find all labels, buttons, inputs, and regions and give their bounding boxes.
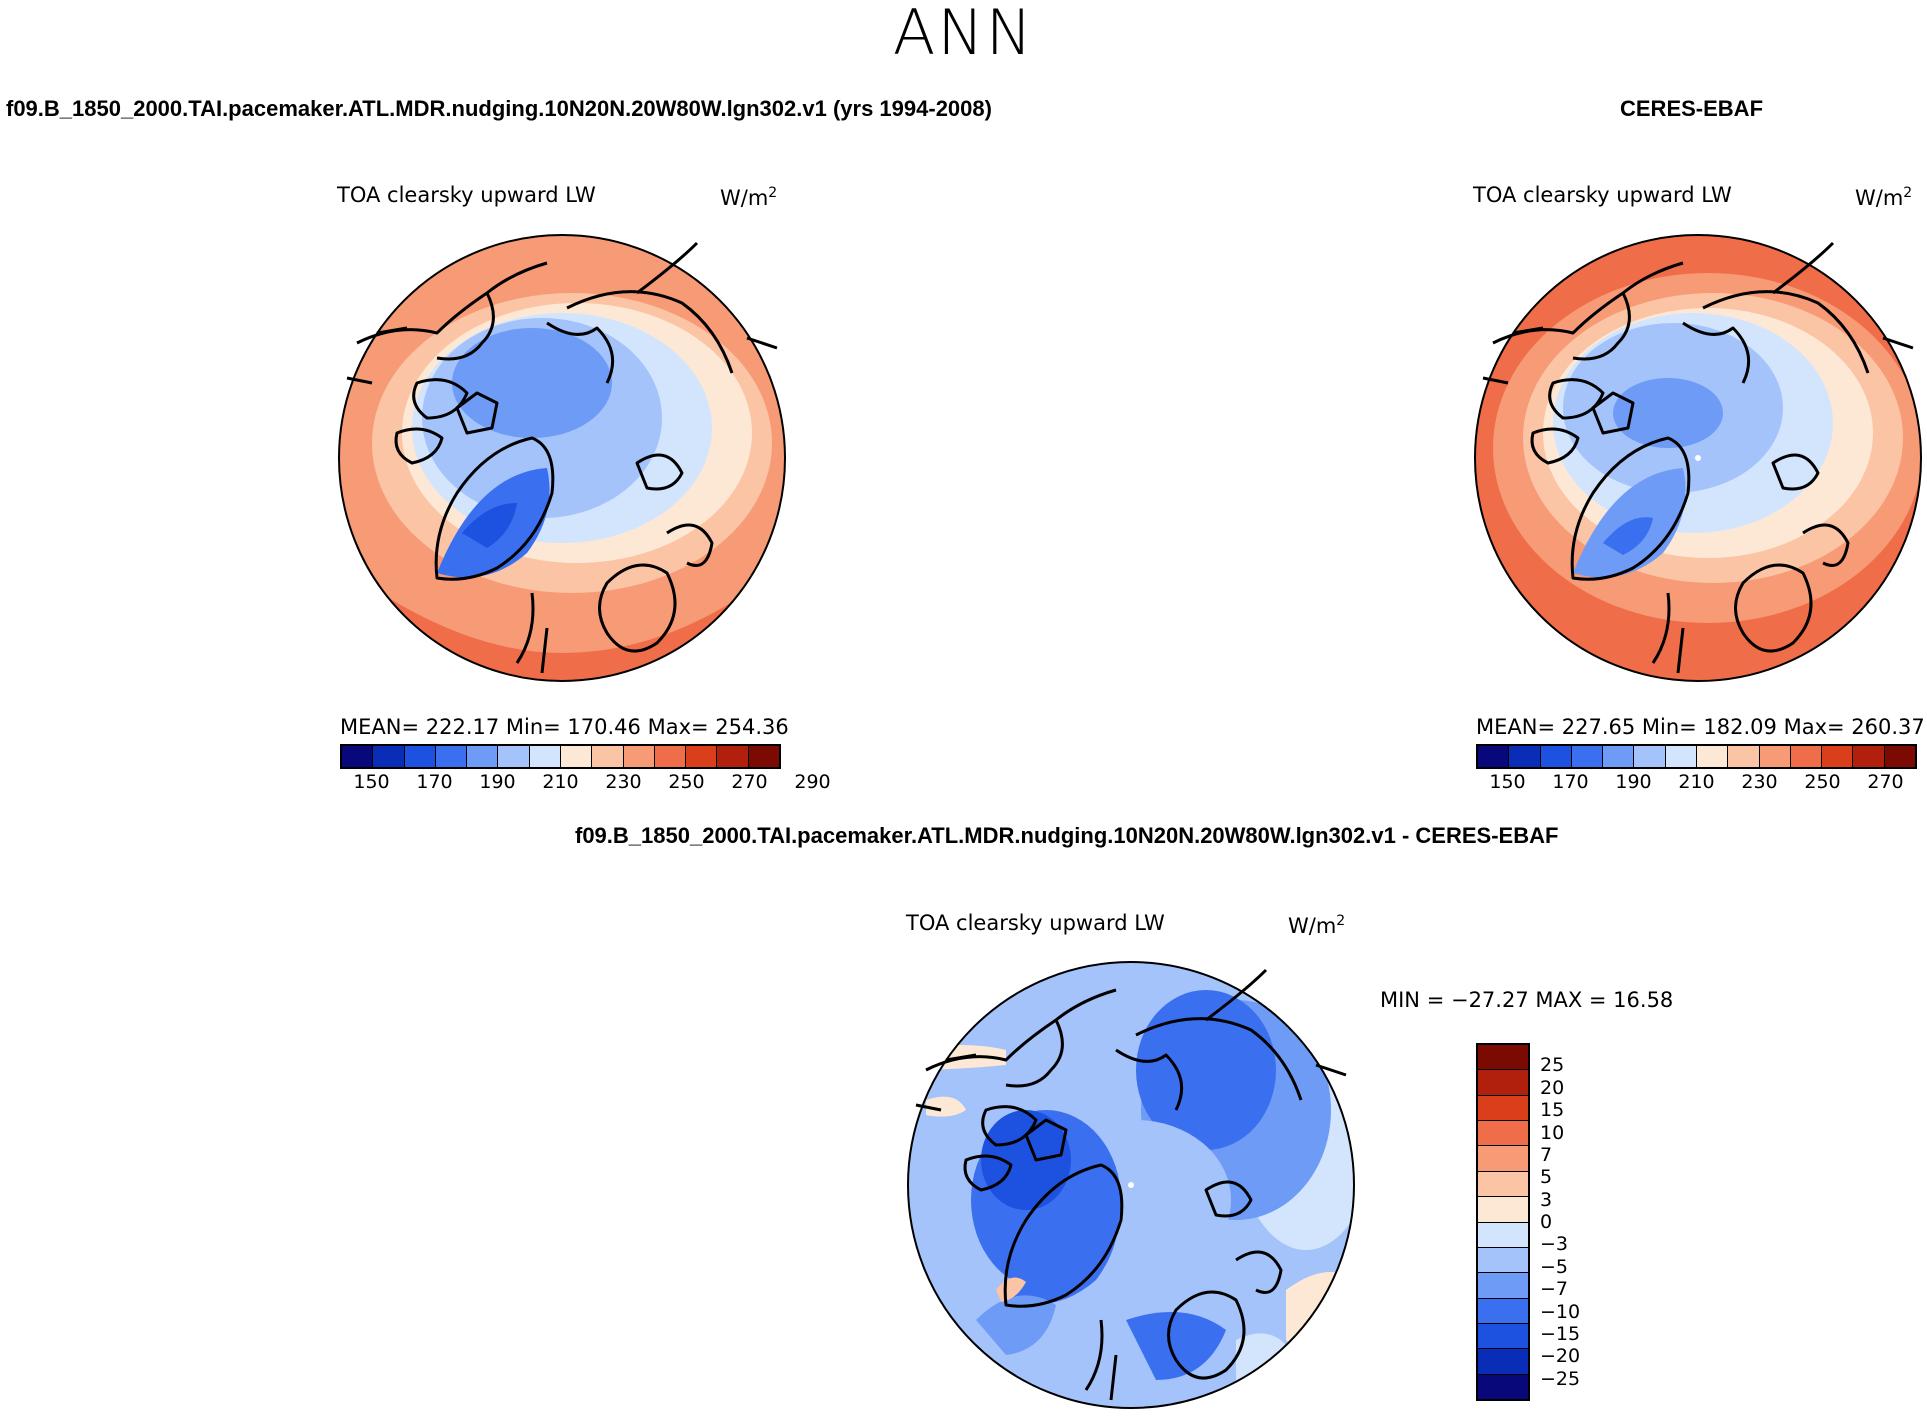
colorbar-box — [342, 746, 374, 767]
colorbar-box — [373, 746, 405, 767]
colorbar-box — [560, 746, 593, 767]
main-title: ANN — [892, 0, 1035, 69]
colorbar-tick-label: −3 — [1540, 1233, 1569, 1256]
colorbar-box — [1478, 1121, 1528, 1147]
diff-colorbar-boxes — [1476, 1043, 1530, 1401]
colorbar-box — [592, 746, 624, 767]
colorbar-box — [1478, 1323, 1528, 1350]
obs-units-label: W/m2 — [1855, 185, 1913, 210]
colorbar-box — [1478, 1374, 1528, 1400]
colorbar-tick-label: 210 — [542, 771, 579, 793]
model-colorbar-boxes — [340, 744, 781, 769]
colorbar-tick-label: 290 — [794, 771, 831, 793]
colorbar-box — [1728, 746, 1760, 767]
colorbar-tick-label: 250 — [668, 771, 705, 793]
colorbar-box — [1478, 1273, 1528, 1299]
colorbar-box — [1478, 1095, 1528, 1122]
colorbar-box — [1634, 746, 1666, 767]
colorbar-tick-label: 0 — [1540, 1211, 1553, 1233]
colorbar-box — [623, 746, 655, 767]
colorbar-box — [1478, 1197, 1528, 1223]
colorbar-box — [1540, 746, 1572, 767]
colorbar-box — [529, 746, 561, 767]
colorbar-box — [1696, 746, 1729, 767]
colorbar-tick-label: −20 — [1540, 1345, 1581, 1368]
colorbar-box — [1478, 1298, 1528, 1324]
colorbar-tick-label: −5 — [1540, 1255, 1569, 1278]
arctic-polar-map-model — [338, 234, 786, 682]
model-stats: MEAN= 222.17 Min= 170.46 Max= 254.36 — [340, 715, 789, 739]
colorbar-tick-label: 270 — [1867, 771, 1904, 793]
colorbar-box — [1478, 1171, 1528, 1198]
colorbar-tick-label: 3 — [1540, 1188, 1553, 1211]
colorbar-tick-label: −10 — [1540, 1300, 1581, 1323]
colorbar-box — [1790, 746, 1823, 767]
colorbar-tick-label: 230 — [605, 771, 642, 793]
obs-case-title: CERES-EBAF — [1620, 96, 1764, 121]
colorbar-tick-label: 250 — [1804, 771, 1841, 793]
colorbar-box — [1571, 746, 1604, 767]
colorbar-box — [1478, 1045, 1528, 1071]
colorbar-tick-label: 7 — [1540, 1143, 1553, 1166]
diff-case-title: f09.B_1850_2000.TAI.pacemaker.ATL.MDR.nu… — [575, 823, 1559, 848]
diff-units-label: W/m2 — [1288, 913, 1346, 938]
obs-colorbar-boxes — [1476, 744, 1917, 769]
arctic-polar-map-obs — [1474, 234, 1922, 682]
colorbar-tick-label: 170 — [1552, 771, 1589, 793]
colorbar-tick-label: 170 — [416, 771, 453, 793]
diff-colorbar-ticks: 25 20 15 10 7 5 3 0 −3 −5 −7 −10 −15 −20 −25 — [1540, 1043, 1600, 1401]
colorbar-box — [404, 746, 436, 767]
model-case-title: f09.B_1850_2000.TAI.pacemaker.ATL.MDR.nu… — [6, 96, 992, 121]
colorbar-tick-label: 150 — [353, 771, 390, 793]
colorbar-box — [1478, 1247, 1528, 1274]
colorbar-box — [1665, 746, 1697, 767]
colorbar-box — [717, 746, 749, 767]
colorbar-box — [686, 746, 718, 767]
colorbar-tick-label: 190 — [1615, 771, 1652, 793]
colorbar-tick-label: 25 — [1540, 1054, 1565, 1077]
diff-variable-label: TOA clearsky upward LW — [906, 911, 1165, 935]
colorbar-tick-label: −15 — [1540, 1322, 1581, 1345]
colorbar-box — [467, 746, 499, 767]
colorbar-tick-label: 150 — [1489, 771, 1526, 793]
model-colorbar-ticks: 150 170 190 210 230 250 270 290 — [340, 769, 830, 793]
colorbar-box — [1853, 746, 1885, 767]
obs-stats: MEAN= 227.65 Min= 182.09 Max= 260.37 — [1476, 715, 1925, 739]
colorbar-box — [1478, 1349, 1528, 1375]
colorbar-box — [1478, 746, 1510, 767]
diff-stats: MIN = −27.27 MAX = 16.58 — [1380, 988, 1674, 1012]
colorbar-box — [1478, 1222, 1528, 1248]
colorbar-box — [1478, 1146, 1528, 1172]
colorbar-tick-label: 230 — [1741, 771, 1778, 793]
colorbar-tick-label: 270 — [731, 771, 768, 793]
model-colorbar: 150 170 190 210 230 250 270 290 — [340, 744, 831, 793]
colorbar-box — [435, 746, 468, 767]
colorbar-box — [1822, 746, 1854, 767]
colorbar-tick-label: −25 — [1540, 1367, 1581, 1390]
colorbar-box — [1884, 746, 1915, 767]
model-units-label: W/m2 — [720, 185, 778, 210]
model-variable-label: TOA clearsky upward LW — [337, 183, 596, 207]
colorbar-box — [1759, 746, 1791, 767]
colorbar-box — [1478, 1070, 1528, 1096]
colorbar-tick-label: 190 — [479, 771, 516, 793]
colorbar-box — [748, 746, 779, 767]
colorbar-tick-label: 20 — [1540, 1076, 1565, 1099]
colorbar-tick-label: −7 — [1540, 1278, 1569, 1301]
colorbar-tick-label: 5 — [1540, 1166, 1553, 1189]
colorbar-tick-label: 10 — [1540, 1121, 1565, 1144]
arctic-polar-map-difference — [907, 961, 1355, 1409]
colorbar-box — [654, 746, 687, 767]
obs-variable-label: TOA clearsky upward LW — [1473, 183, 1732, 207]
colorbar-box — [1509, 746, 1541, 767]
colorbar-tick-label: 15 — [1540, 1099, 1565, 1122]
colorbar-box — [1603, 746, 1635, 767]
colorbar-tick-label: 210 — [1678, 771, 1715, 793]
colorbar-box — [498, 746, 530, 767]
